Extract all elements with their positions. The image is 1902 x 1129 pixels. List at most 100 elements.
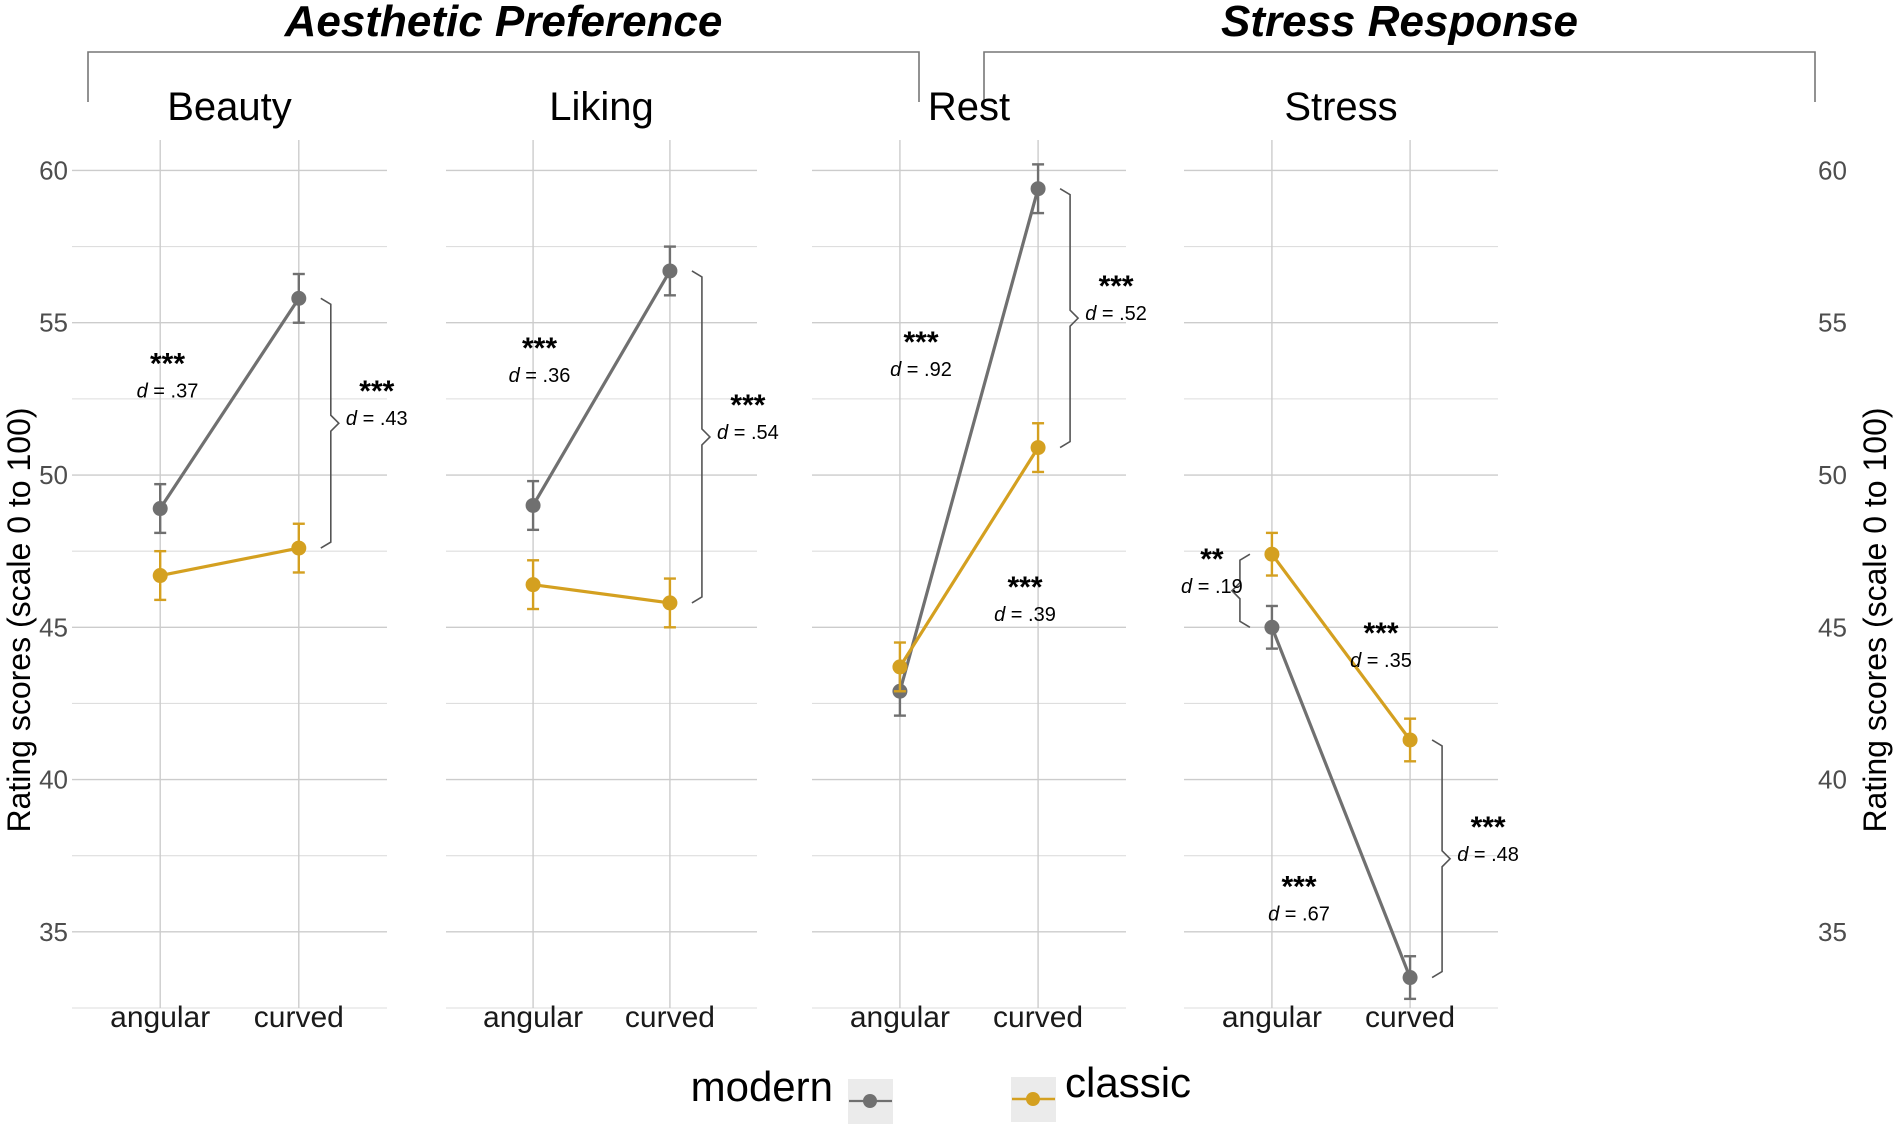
effect-size-value: = .67 [1279,903,1330,925]
y-tick-label-left: 40 [39,765,68,795]
y-tick-label-left: 45 [39,612,68,642]
effect-size-label: d = .52 [1085,303,1147,325]
x-tick-label: angular [850,1001,950,1034]
effect-size-value: = .35 [1361,650,1412,672]
series-classic [892,422,1046,693]
panel-title: Liking [549,85,654,129]
effect-size-label: d = .43 [346,408,408,430]
series [152,163,1418,1001]
legend-marker-classic [1026,1092,1040,1106]
effect-size-label: d = .67 [1268,903,1330,925]
effect-size-label: d = .39 [994,604,1056,626]
significance-stars: *** [1363,617,1398,650]
data-point-classic [662,595,678,611]
data-point-classic [892,659,908,675]
y-tick-label-right: 60 [1818,155,1847,185]
legend-item-modern: modern [691,1063,893,1124]
data-point-modern [525,497,541,513]
series-modern [152,272,307,535]
x-tick-label: angular [483,1001,583,1034]
effect-size-value: = .52 [1096,303,1147,325]
effect-size-symbol: d [1085,303,1097,325]
series-line-classic [1270,553,1412,741]
x-tick-label: curved [1365,1001,1455,1034]
effect-size-symbol: d [1457,844,1469,866]
significance-stars: *** [522,332,557,365]
panel-title: Rest [928,85,1010,129]
significance-stars: *** [903,326,938,359]
series-modern [1264,604,1418,1001]
legend-label-modern: modern [691,1063,833,1110]
effect-size-symbol: d [890,359,902,381]
significance-stars: *** [1007,571,1042,604]
data-point-modern [152,501,168,517]
effect-size-value: = .39 [1005,604,1056,626]
x-tick-label: curved [254,1001,344,1034]
panel-liking [446,140,757,1009]
data-point-modern [1030,181,1046,197]
y-axis-title-right: Rating scores (scale 0 to 100) [1857,407,1893,832]
series-line-modern [158,297,301,510]
effect-size-symbol: d [994,604,1006,626]
data-point-modern [662,263,678,279]
data-point-classic [1402,732,1418,748]
effect-size-label: d = .19 [1181,576,1243,598]
x-tick-label: curved [993,1001,1083,1034]
panel-title: Stress [1284,85,1397,129]
x-tick-label: angular [1222,1001,1322,1034]
legend-label-classic: classic [1065,1059,1191,1106]
effect-size-symbol: d [346,408,358,430]
data-point-classic [152,568,168,584]
data-point-modern [1264,619,1280,635]
effect-size-label: d = .48 [1457,844,1519,866]
data-point-modern [291,290,307,306]
y-tick-label-left: 55 [39,308,68,338]
y-tick-label-left: 35 [39,917,68,947]
y-tick-label-left: 60 [39,155,68,185]
significance-bracket [1230,553,1251,628]
x-tick-label: curved [625,1001,715,1034]
panel-title: Beauty [167,85,292,129]
effect-size-label: d = .92 [890,359,952,381]
series-line-modern [531,270,672,507]
effect-size-symbol: d [509,365,521,387]
significance-bracket [691,270,712,604]
y-tick-label-left: 50 [39,460,68,490]
y-axis-title-left: Rating scores (scale 0 to 100) [1,407,37,832]
significance-stars: *** [1471,811,1506,844]
grid [72,140,1498,1009]
effect-size-value: = .37 [148,380,199,402]
effect-size-value: = .48 [1468,844,1519,866]
significance-stars: ** [1200,543,1224,576]
effect-size-label: d = .36 [509,365,571,387]
series-classic [1264,531,1418,763]
significance-stars: *** [150,347,185,380]
significance-bracket [1431,739,1452,979]
y-tick-label-right: 50 [1818,460,1847,490]
series-classic [525,559,678,629]
group-title-1: Stress Response [1221,0,1578,46]
significance-bracket [320,297,340,549]
data-point-classic [291,540,307,556]
significance-bracket [1059,188,1080,449]
legend-marker-modern [863,1094,877,1108]
group-headers: Aesthetic Preference Stress Response [87,0,1816,102]
y-tick-label-right: 35 [1818,917,1847,947]
series-modern [525,245,678,532]
effect-size-label: d = .54 [717,422,779,444]
effect-size-value: = .36 [520,365,571,387]
data-point-classic [1030,440,1046,456]
significance-stars: *** [1281,870,1316,903]
data-point-classic [1264,546,1280,562]
series-line-classic [159,546,300,578]
legend: modern classic [691,1059,1191,1124]
data-point-modern [1402,970,1418,986]
series-line-classic [898,446,1040,668]
effect-size-value: = .43 [357,408,408,430]
x-tick-label: angular [110,1001,210,1034]
y-tick-label-right: 55 [1818,308,1847,338]
panel-rest [812,140,1126,1009]
series-line-classic [532,583,671,605]
series-line-modern [1270,626,1412,979]
